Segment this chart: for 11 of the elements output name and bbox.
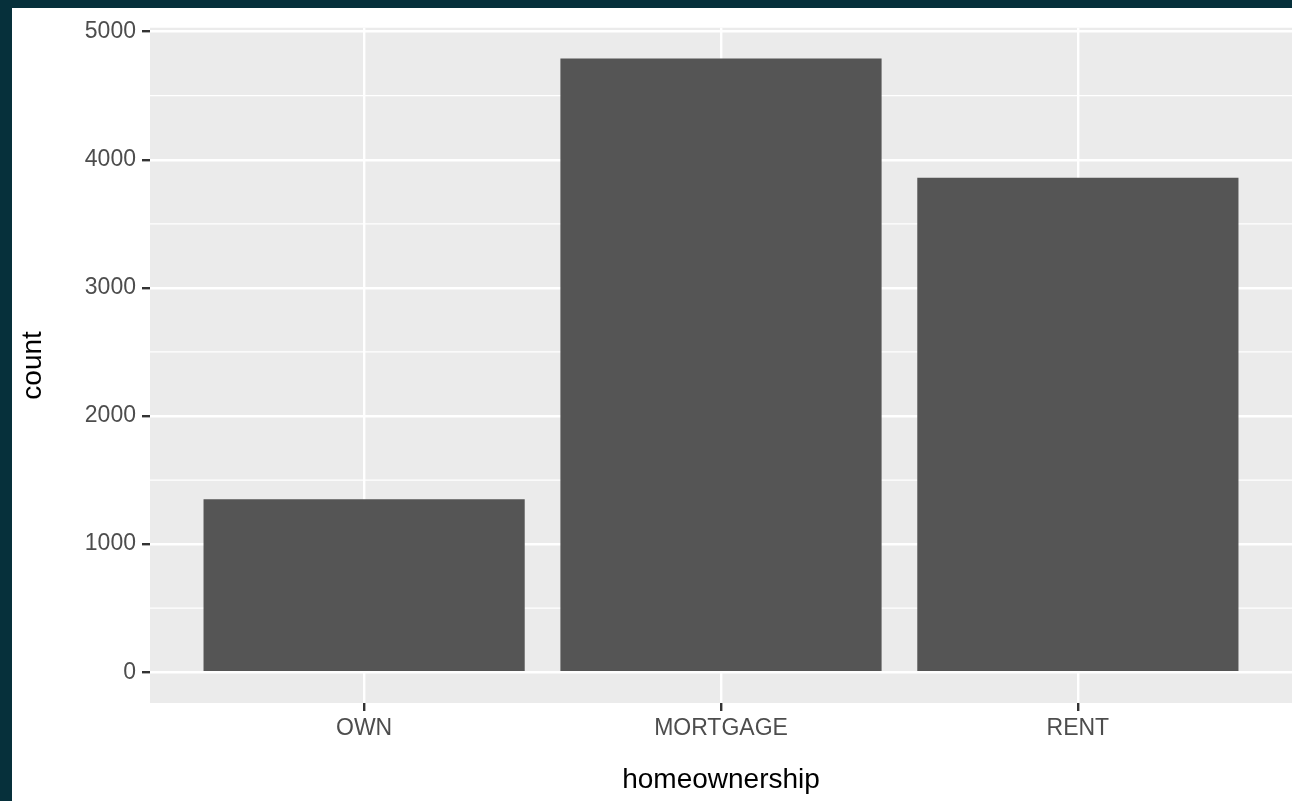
y-tick-label: 0 [123, 657, 136, 684]
x-tick-label: OWN [336, 714, 393, 741]
y-tick-label: 3000 [84, 273, 136, 300]
x-axis-title: homeownership [622, 762, 820, 794]
x-tick-label: RENT [1046, 714, 1110, 741]
y-tick-label: 5000 [84, 16, 136, 43]
y-tick-label: 1000 [84, 529, 136, 556]
y-tick-label: 2000 [84, 401, 136, 428]
x-tick-label: MORTGAGE [654, 714, 788, 741]
y-axis-title: count [15, 330, 47, 400]
y-tick-label: 4000 [84, 145, 136, 172]
